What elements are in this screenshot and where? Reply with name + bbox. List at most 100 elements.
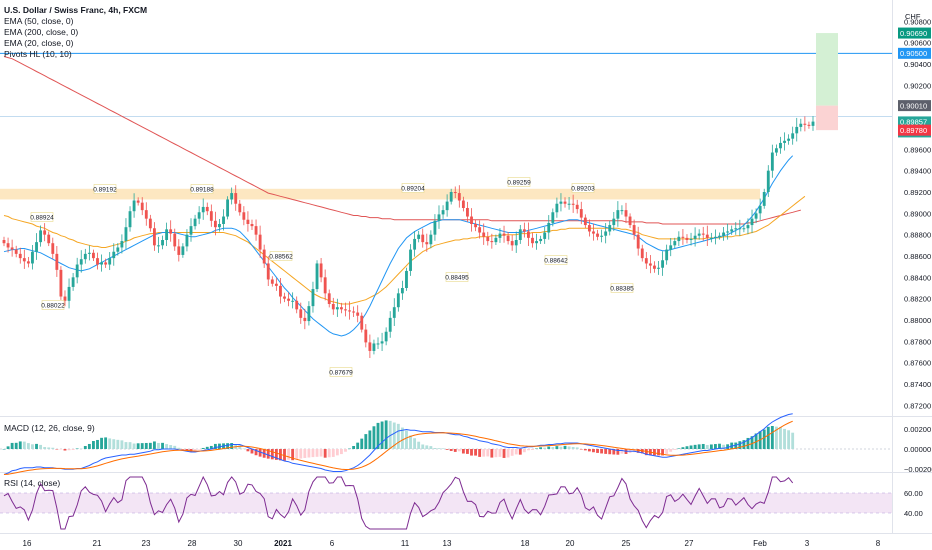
time-axis: 16 21 23 28 30 2021 6 11 13 18 20 25 27 Feb 3 8 — [23, 539, 881, 548]
macd-histogram-bar — [295, 449, 299, 460]
price-tick: 0.87200 — [904, 401, 931, 410]
candle-body — [453, 192, 457, 194]
pivot-label: 0.89192 — [93, 184, 117, 194]
candle-body — [193, 218, 197, 227]
macd-histogram-bar — [653, 449, 656, 456]
candle-body — [758, 205, 762, 214]
macd-histogram-bar — [213, 443, 217, 449]
macd-histogram-bar — [55, 449, 59, 450]
candle-body — [356, 312, 360, 316]
candle-body — [327, 293, 331, 304]
candle-body — [384, 331, 388, 342]
candle-body — [482, 232, 486, 237]
macd-histogram-bar — [409, 435, 412, 449]
candle-body — [693, 235, 697, 239]
macd-histogram-bar — [494, 449, 498, 458]
macd-histogram-bar — [152, 441, 156, 449]
candle-body — [681, 236, 685, 238]
candle-body — [661, 260, 665, 268]
stop-zone — [816, 105, 838, 131]
macd-histogram-bar — [157, 442, 160, 449]
candle-body — [486, 236, 490, 242]
candle-body — [116, 247, 120, 252]
macd-histogram-bar — [612, 449, 616, 455]
macd-histogram-bar — [193, 449, 197, 452]
candle-body — [461, 200, 465, 208]
macd-legend[interactable]: MACD (12, 26, close, 9) — [4, 423, 95, 433]
candle-body — [437, 214, 441, 221]
macd-histogram-bar — [714, 444, 717, 449]
candle-body — [83, 253, 87, 260]
candle-body — [2, 240, 6, 244]
candle-body — [222, 216, 225, 224]
candle-body — [197, 212, 201, 219]
candle-body — [494, 237, 498, 243]
candle-body — [742, 228, 746, 230]
candle-body — [148, 218, 152, 229]
macd-histogram-bar — [51, 447, 55, 449]
candle-body — [364, 329, 368, 343]
macd-histogram-bar — [238, 445, 242, 449]
macd-histogram-bar — [392, 422, 396, 449]
candle-body — [730, 229, 734, 232]
candle-body — [490, 241, 494, 243]
candle-body — [685, 237, 689, 240]
macd-histogram-bar — [661, 449, 665, 456]
pivots-label[interactable]: Pivots HL (10, 10) — [4, 49, 72, 59]
macd-histogram-bar — [352, 446, 356, 449]
macd-histogram-bar — [579, 449, 583, 450]
candle-body — [132, 200, 136, 212]
macd-histogram-bar — [148, 442, 152, 449]
candle-body — [608, 225, 612, 232]
ema200-label[interactable]: EMA (200, close, 0) — [4, 27, 79, 37]
candle-body — [441, 210, 445, 215]
macd-histogram-bar — [697, 444, 701, 449]
candle-body — [323, 277, 327, 294]
macd-histogram-bar — [230, 443, 234, 449]
candle-body — [299, 309, 303, 318]
candle-body — [75, 264, 79, 278]
candle-body — [39, 230, 43, 243]
candle-body — [640, 248, 644, 259]
ema50-label[interactable]: EMA (50, close, 0) — [4, 16, 74, 26]
candle-body — [173, 233, 177, 247]
macd-histogram-bar — [571, 446, 575, 449]
candle-body — [189, 226, 193, 235]
currency-label: CHF — [905, 12, 921, 21]
macd-histogram-bar — [689, 445, 693, 449]
rsi-line — [3, 475, 794, 530]
candle-body — [527, 231, 530, 238]
candle-body — [152, 228, 156, 246]
macd-histogram-bar — [335, 449, 339, 456]
time-tick: 28 — [188, 539, 197, 548]
macd-histogram-bar — [287, 449, 290, 460]
candle-body — [124, 227, 128, 242]
price-badge-text: 0.89857 — [900, 118, 927, 127]
candle-body — [709, 237, 713, 239]
price-tick: 0.90200 — [904, 81, 931, 90]
pivot-label: 0.88562 — [269, 251, 293, 261]
macd-histogram-bar — [640, 449, 644, 454]
time-tick: 27 — [685, 539, 694, 548]
ema20-label[interactable]: EMA (20, close, 0) — [4, 38, 74, 48]
candle-body — [791, 133, 795, 139]
price-tick: 0.89200 — [904, 188, 931, 197]
macd-histogram-bar — [587, 449, 591, 452]
candle-body — [352, 311, 356, 313]
candle-body — [632, 225, 636, 235]
candle-body — [335, 307, 339, 310]
price-badge-text: 0.90690 — [900, 29, 927, 38]
macd-histogram-bar — [104, 437, 108, 449]
macd-histogram-bar — [116, 439, 120, 449]
macd-histogram-bar — [400, 427, 404, 449]
macd-histogram-bar — [368, 430, 372, 449]
macd-histogram-bar — [490, 449, 494, 458]
macd-histogram-bar — [596, 449, 599, 453]
candle-body — [405, 270, 408, 288]
macd-histogram-bar — [673, 449, 677, 450]
price-badge-text: 0.90010 — [900, 101, 927, 110]
candle-body — [592, 231, 595, 234]
rsi-legend[interactable]: RSI (14, close) — [4, 478, 61, 488]
candle-body — [644, 258, 648, 264]
